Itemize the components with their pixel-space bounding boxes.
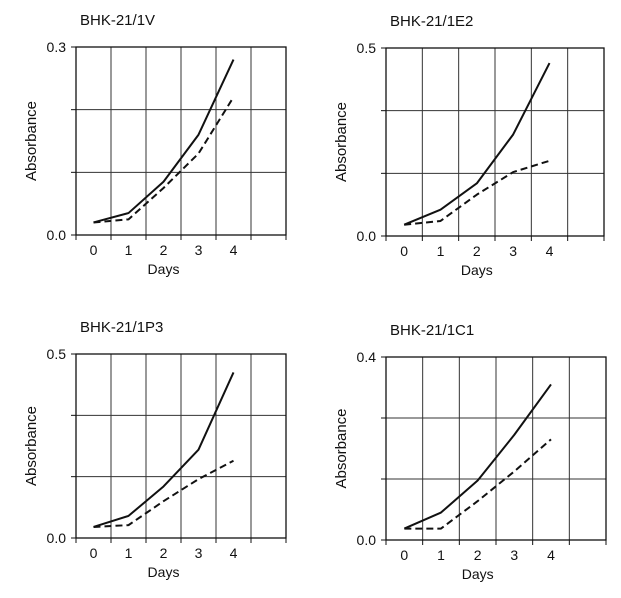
x-tick-label: 2 — [474, 547, 482, 563]
y-tick-label: 0.0 — [47, 227, 67, 243]
x-tick-label: 4 — [547, 547, 555, 563]
y-tick-label: 0.5 — [357, 40, 377, 56]
y-tick-label: 0.4 — [357, 349, 377, 365]
x-tick-label: 2 — [160, 545, 168, 561]
x-axis-label: Days — [461, 262, 493, 278]
x-tick-label: 3 — [195, 242, 203, 258]
y-axis-label: Absorbance — [23, 101, 40, 181]
series-line-solid — [403, 62, 551, 226]
series-line-solid — [403, 383, 552, 530]
chart-title: BHK-21/1P3 — [80, 319, 163, 336]
series-line-dashed — [93, 459, 234, 528]
y-tick-label: 0.0 — [357, 228, 377, 244]
x-tick-label: 1 — [437, 547, 445, 563]
x-tick-label: 4 — [230, 545, 238, 561]
y-tick-label: 0.0 — [357, 532, 377, 548]
y-axis-label: Absorbance — [333, 102, 350, 182]
y-axis-label: Absorbance — [23, 406, 40, 486]
series-line-solid — [93, 371, 235, 528]
y-tick-label: 0.3 — [47, 39, 67, 55]
x-tick-label: 4 — [230, 242, 238, 258]
chart-panel-3: 0.0 0.5 0 1 2 3 4 Days Absorbance BHK-21/1P3 — [23, 319, 287, 580]
x-tick-label: 3 — [510, 547, 518, 563]
x-axis-label: Days — [148, 261, 180, 277]
x-axis-label: Days — [462, 566, 494, 582]
chart-panel-4: 0.0 0.4 0 1 2 3 4 Days Absorbance BHK-21/1C1 — [333, 322, 607, 582]
chart-title: BHK-21/1C1 — [390, 322, 474, 339]
series-line-dashed — [404, 159, 550, 226]
chart-title: BHK-21/1E2 — [390, 13, 473, 30]
series-line-solid — [93, 59, 235, 224]
series-line-dashed — [93, 96, 235, 224]
x-tick-label: 4 — [546, 243, 554, 259]
y-tick-label: 0.5 — [47, 346, 67, 362]
y-tick-label: 0.0 — [47, 530, 67, 546]
x-tick-label: 0 — [400, 547, 408, 563]
x-tick-label: 0 — [400, 243, 408, 259]
x-axis-label: Days — [148, 564, 180, 580]
series-line-dashed — [404, 438, 552, 530]
x-tick-label: 2 — [473, 243, 481, 259]
x-tick-label: 0 — [90, 545, 98, 561]
y-axis-label: Absorbance — [333, 408, 350, 488]
x-tick-label: 1 — [125, 242, 133, 258]
x-tick-label: 1 — [125, 545, 133, 561]
x-tick-label: 3 — [509, 243, 517, 259]
x-tick-label: 3 — [195, 545, 203, 561]
x-tick-label: 2 — [160, 242, 168, 258]
x-tick-label: 0 — [90, 242, 98, 258]
chart-title: BHK-21/1V — [80, 12, 155, 29]
chart-panel-1: 0.0 0.3 0 1 2 3 4 Days Absorbance BHK-21/1V — [23, 12, 287, 277]
x-tick-label: 1 — [437, 243, 445, 259]
chart-panel-2: 0.0 0.5 0 1 2 3 4 Days Absorbance BHK-21/1E2 — [333, 13, 605, 278]
